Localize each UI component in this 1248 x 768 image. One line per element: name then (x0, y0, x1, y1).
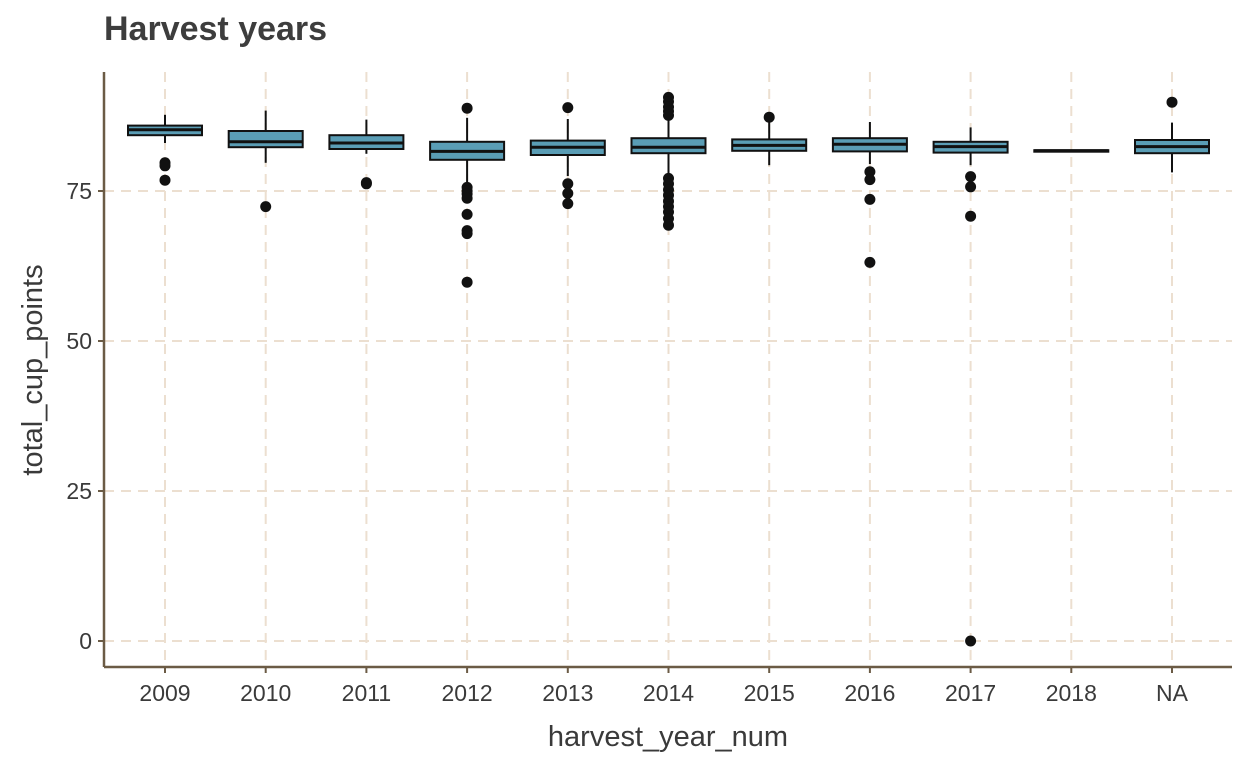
x-tick-label: NA (1156, 680, 1189, 706)
x-tick-label: 2009 (139, 680, 190, 706)
outlier-point (864, 193, 876, 205)
box-2013 (529, 102, 606, 210)
outlier-point (461, 276, 473, 288)
chart-title: Harvest years (104, 10, 328, 48)
outlier-point (1166, 96, 1178, 108)
x-axis-title: harvest_year_num (548, 721, 788, 753)
box-2014 (630, 91, 707, 231)
y-tick-label: 50 (66, 328, 92, 354)
outlier-point (461, 192, 473, 204)
box-2012 (429, 102, 506, 288)
box-2015 (731, 111, 808, 166)
x-tick-label: 2015 (744, 680, 795, 706)
box-layer (127, 91, 1210, 647)
box-2011 (328, 119, 405, 190)
outlier-point (864, 174, 876, 186)
outlier-point (763, 111, 775, 123)
grid-layer (104, 72, 1232, 667)
outlier-point (562, 198, 574, 210)
box-2018 (1033, 149, 1110, 153)
outlier-point (663, 219, 674, 231)
y-tick-label: 25 (66, 478, 92, 504)
box-NA (1134, 96, 1210, 173)
outlier-point (965, 635, 977, 647)
outlier-point (864, 256, 876, 268)
outlier-point (461, 228, 473, 240)
x-tick-label: 2013 (542, 680, 593, 706)
outlier-point (260, 201, 272, 213)
box-2017 (932, 127, 1009, 647)
outlier-point (360, 178, 372, 190)
x-tick-label: 2010 (240, 680, 291, 706)
x-tick-label: 2014 (643, 680, 694, 706)
box-2009 (127, 114, 203, 186)
outlier-point (562, 102, 574, 114)
outlier-point (159, 160, 171, 172)
box-2016 (831, 122, 908, 268)
x-tick-label: 2016 (844, 680, 895, 706)
x-tick-label: 2017 (945, 680, 996, 706)
outlier-point (965, 181, 977, 193)
outlier-point (461, 102, 473, 114)
outlier-point (562, 178, 574, 190)
outlier-point (562, 187, 574, 199)
box-body (227, 130, 304, 149)
y-tick-label: 75 (66, 178, 92, 204)
outlier-point (461, 208, 473, 220)
x-tick-label: 2012 (442, 680, 493, 706)
axis-layer: 0 25 50 75 2009 2010 2011 2012 2013 2014 2015 2016 2… (66, 72, 1232, 706)
y-tick-label: 0 (79, 628, 92, 654)
outlier-point (965, 210, 977, 222)
outlier-point (159, 174, 171, 186)
outlier-point (864, 166, 876, 178)
x-tick-label: 2011 (342, 680, 391, 706)
outlier-point (965, 171, 977, 183)
x-tick-label: 2018 (1046, 680, 1097, 706)
outlier-point (663, 109, 674, 121)
y-axis-title: total_cup_points (17, 264, 49, 475)
box-2010 (227, 110, 304, 213)
